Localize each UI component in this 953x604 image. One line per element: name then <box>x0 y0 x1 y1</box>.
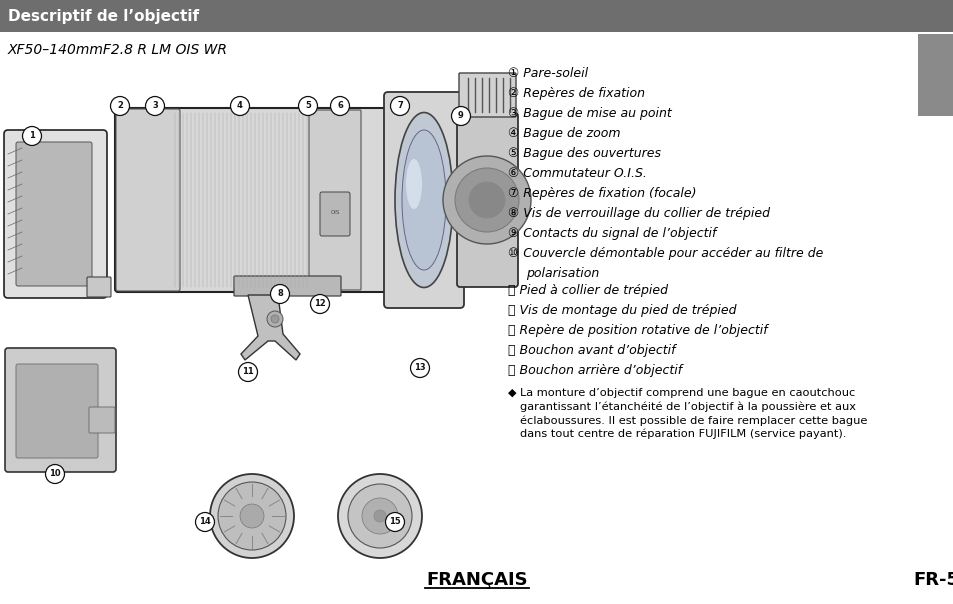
FancyBboxPatch shape <box>87 277 111 297</box>
FancyBboxPatch shape <box>384 92 463 308</box>
Circle shape <box>469 182 504 218</box>
Text: ⑥ Commutateur O.I.S.: ⑥ Commutateur O.I.S. <box>507 167 646 180</box>
Text: éclaboussures. Il est possible de faire remplacer cette bague: éclaboussures. Il est possible de faire … <box>519 415 866 425</box>
Circle shape <box>361 498 397 534</box>
Text: ⑪ Pied à collier de trépied: ⑪ Pied à collier de trépied <box>507 284 667 297</box>
Text: 9: 9 <box>457 112 463 121</box>
Circle shape <box>451 106 470 126</box>
Text: garantissant l’étanchéité de l’objectif à la poussière et aux: garantissant l’étanchéité de l’objectif … <box>519 402 855 412</box>
Text: Descriptif de l’objectif: Descriptif de l’objectif <box>8 8 199 24</box>
Text: FRANÇAIS: FRANÇAIS <box>426 571 527 589</box>
Circle shape <box>218 482 286 550</box>
FancyBboxPatch shape <box>89 407 115 433</box>
Text: ⑫ Vis de montage du pied de trépied: ⑫ Vis de montage du pied de trépied <box>507 304 736 317</box>
Circle shape <box>46 464 65 483</box>
Text: 6: 6 <box>336 101 342 111</box>
Text: ⑧ Vis de verrouillage du collier de trépied: ⑧ Vis de verrouillage du collier de trép… <box>507 207 769 220</box>
FancyBboxPatch shape <box>115 108 391 292</box>
Circle shape <box>385 513 404 532</box>
Text: 2: 2 <box>117 101 123 111</box>
Circle shape <box>195 513 214 532</box>
Text: 11: 11 <box>242 367 253 376</box>
Text: 13: 13 <box>414 364 425 373</box>
Circle shape <box>310 295 329 313</box>
FancyBboxPatch shape <box>458 73 516 117</box>
Circle shape <box>111 97 130 115</box>
Text: ① Pare-soleil: ① Pare-soleil <box>507 67 587 80</box>
Text: ④ Bague de zoom: ④ Bague de zoom <box>507 127 619 140</box>
Text: 8: 8 <box>276 289 283 298</box>
Circle shape <box>271 284 289 303</box>
Circle shape <box>267 311 283 327</box>
Text: XF50–140mmF2.8 R LM OIS WR: XF50–140mmF2.8 R LM OIS WR <box>8 43 228 57</box>
Circle shape <box>455 168 518 232</box>
Text: ⑬ Repère de position rotative de l’objectif: ⑬ Repère de position rotative de l’objec… <box>507 324 767 337</box>
Text: ⑭ Bouchon avant d’objectif: ⑭ Bouchon avant d’objectif <box>507 344 675 357</box>
FancyBboxPatch shape <box>233 276 340 296</box>
FancyBboxPatch shape <box>309 110 360 290</box>
Text: ⑦ Repères de fixation (focale): ⑦ Repères de fixation (focale) <box>507 187 696 200</box>
FancyBboxPatch shape <box>16 364 98 458</box>
FancyBboxPatch shape <box>16 142 91 286</box>
FancyBboxPatch shape <box>4 130 107 298</box>
Circle shape <box>410 359 429 378</box>
Circle shape <box>210 474 294 558</box>
Circle shape <box>390 97 409 115</box>
Text: 3: 3 <box>152 101 157 111</box>
Text: ⑤ Bague des ouvertures: ⑤ Bague des ouvertures <box>507 147 660 160</box>
Circle shape <box>238 362 257 382</box>
Bar <box>0 0 953 32</box>
Circle shape <box>330 97 349 115</box>
Text: ② Repères de fixation: ② Repères de fixation <box>507 87 644 100</box>
Text: 4: 4 <box>236 101 243 111</box>
Text: 1: 1 <box>29 132 35 141</box>
Circle shape <box>374 510 386 522</box>
Text: 14: 14 <box>199 518 211 527</box>
Text: FR-5: FR-5 <box>912 571 953 589</box>
Circle shape <box>337 474 421 558</box>
Text: ⑮ Bouchon arrière d’objectif: ⑮ Bouchon arrière d’objectif <box>507 364 681 377</box>
Ellipse shape <box>401 130 446 270</box>
FancyBboxPatch shape <box>5 348 116 472</box>
Circle shape <box>240 504 264 528</box>
Circle shape <box>23 126 42 146</box>
FancyBboxPatch shape <box>116 109 180 291</box>
Text: 5: 5 <box>305 101 311 111</box>
Text: ⑩ Couvercle démontable pour accéder au filtre de: ⑩ Couvercle démontable pour accéder au f… <box>507 247 822 260</box>
Text: La monture d’objectif comprend une bague en caoutchouc: La monture d’objectif comprend une bague… <box>519 388 854 398</box>
Bar <box>917 34 953 116</box>
Polygon shape <box>241 295 299 360</box>
Circle shape <box>231 97 250 115</box>
Ellipse shape <box>406 159 421 209</box>
Text: 15: 15 <box>389 518 400 527</box>
Circle shape <box>271 315 278 323</box>
Text: ⑨ Contacts du signal de l’objectif: ⑨ Contacts du signal de l’objectif <box>507 227 716 240</box>
Text: 10: 10 <box>50 469 61 478</box>
Text: ◆: ◆ <box>507 388 516 398</box>
Text: dans tout centre de réparation FUJIFILM (service payant).: dans tout centre de réparation FUJIFILM … <box>519 428 845 439</box>
Circle shape <box>348 484 412 548</box>
FancyBboxPatch shape <box>319 192 350 236</box>
Text: ③ Bague de mise au point: ③ Bague de mise au point <box>507 107 671 120</box>
Text: 12: 12 <box>314 300 326 309</box>
Circle shape <box>146 97 164 115</box>
FancyBboxPatch shape <box>456 113 517 287</box>
Circle shape <box>298 97 317 115</box>
Ellipse shape <box>395 112 453 288</box>
Text: 7: 7 <box>396 101 402 111</box>
Text: polarisation: polarisation <box>525 267 598 280</box>
Circle shape <box>442 156 531 244</box>
Text: OIS: OIS <box>330 210 339 214</box>
